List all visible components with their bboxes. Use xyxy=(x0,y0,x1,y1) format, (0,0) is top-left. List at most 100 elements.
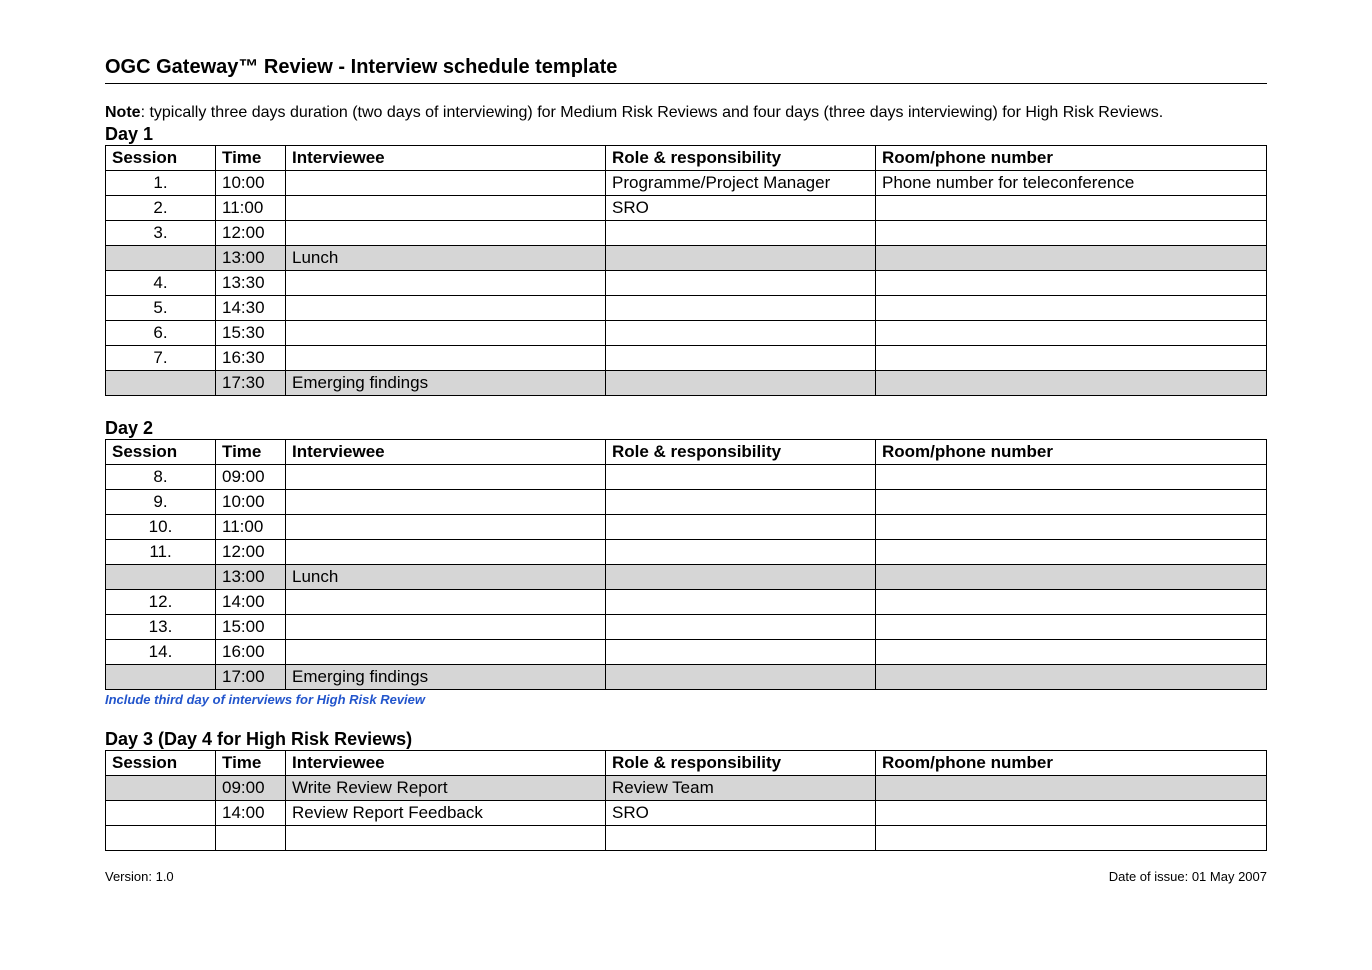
cell-time: 11:00 xyxy=(216,196,286,221)
cell-time: 10:00 xyxy=(216,490,286,515)
cell-room xyxy=(876,490,1267,515)
cell-room xyxy=(876,221,1267,246)
cell-role xyxy=(606,826,876,851)
cell-interviewee xyxy=(286,196,606,221)
table-row: 17:30Emerging findings xyxy=(106,371,1267,396)
cell-session: 1. xyxy=(106,171,216,196)
col-room: Room/phone number xyxy=(876,751,1267,776)
cell-role xyxy=(606,246,876,271)
cell-interviewee: Emerging findings xyxy=(286,665,606,690)
col-room: Room/phone number xyxy=(876,146,1267,171)
cell-interviewee: Lunch xyxy=(286,565,606,590)
col-interviewee: Interviewee xyxy=(286,146,606,171)
cell-time: 13:00 xyxy=(216,565,286,590)
cell-session: 13. xyxy=(106,615,216,640)
table-row: 1.10:00 Programme/Project ManagerPhone nu… xyxy=(106,171,1267,196)
cell-time: 16:00 xyxy=(216,640,286,665)
col-time: Time xyxy=(216,146,286,171)
day1-table-head: Session Time Interviewee Role & responsi… xyxy=(106,146,1267,171)
cell-room xyxy=(876,296,1267,321)
cell-interviewee xyxy=(286,640,606,665)
col-role: Role & responsibility xyxy=(606,440,876,465)
table-row: 6.15:30 xyxy=(106,321,1267,346)
cell-room xyxy=(876,826,1267,851)
cell-time: 13:30 xyxy=(216,271,286,296)
table-row: 17:00Emerging findings xyxy=(106,665,1267,690)
table-row: 7.16:30 xyxy=(106,346,1267,371)
page-footer: Version: 1.0 Date of issue: 01 May 2007 xyxy=(105,869,1267,884)
table-row: 09:00Write Review ReportReview Team xyxy=(106,776,1267,801)
note-line: Note: typically three days duration (two… xyxy=(105,104,1267,122)
table-row: 9.10:00 xyxy=(106,490,1267,515)
cell-time: 13:00 xyxy=(216,246,286,271)
day1-heading: Day 1 xyxy=(105,124,1267,145)
cell-session: 11. xyxy=(106,540,216,565)
cell-session: 2. xyxy=(106,196,216,221)
cell-session: 4. xyxy=(106,271,216,296)
cell-session: 9. xyxy=(106,490,216,515)
cell-role xyxy=(606,590,876,615)
day1-table-body: 1.10:00 Programme/Project ManagerPhone nu… xyxy=(106,171,1267,396)
cell-session: 14. xyxy=(106,640,216,665)
cell-session: 8. xyxy=(106,465,216,490)
cell-room xyxy=(876,665,1267,690)
day3-table: Session Time Interviewee Role & responsi… xyxy=(105,750,1267,851)
day3-heading: Day 3 (Day 4 for High Risk Reviews) xyxy=(105,729,1267,750)
cell-role: Programme/Project Manager xyxy=(606,171,876,196)
note-text: : typically three days duration (two day… xyxy=(141,104,1164,121)
cell-interviewee xyxy=(286,346,606,371)
cell-session: 6. xyxy=(106,321,216,346)
day3-table-head: Session Time Interviewee Role & responsi… xyxy=(106,751,1267,776)
cell-session xyxy=(106,246,216,271)
cell-time: 10:00 xyxy=(216,171,286,196)
table-row: 14.16:00 xyxy=(106,640,1267,665)
table-row: 10.11:00 xyxy=(106,515,1267,540)
cell-time: 17:00 xyxy=(216,665,286,690)
cell-room xyxy=(876,801,1267,826)
day1-table: Session Time Interviewee Role & responsi… xyxy=(105,145,1267,396)
cell-time: 14:00 xyxy=(216,590,286,615)
table-row xyxy=(106,826,1267,851)
cell-room xyxy=(876,590,1267,615)
cell-interviewee xyxy=(286,321,606,346)
cell-role xyxy=(606,465,876,490)
cell-room xyxy=(876,615,1267,640)
cell-room xyxy=(876,565,1267,590)
footer-issue: Date of issue: 01 May 2007 xyxy=(1109,869,1267,884)
cell-room: Phone number for teleconference xyxy=(876,171,1267,196)
day2-table-body: 8.09:009.10:0010.11:0011.12:0013:00Lunch… xyxy=(106,465,1267,690)
col-time: Time xyxy=(216,440,286,465)
cell-interviewee xyxy=(286,296,606,321)
table-row: 13.15:00 xyxy=(106,615,1267,640)
cell-role xyxy=(606,540,876,565)
col-role: Role & responsibility xyxy=(606,146,876,171)
cell-time: 14:00 xyxy=(216,801,286,826)
cell-role xyxy=(606,515,876,540)
col-room: Room/phone number xyxy=(876,440,1267,465)
col-interviewee: Interviewee xyxy=(286,751,606,776)
cell-time: 15:30 xyxy=(216,321,286,346)
cell-interviewee: Emerging findings xyxy=(286,371,606,396)
cell-time: 12:00 xyxy=(216,221,286,246)
cell-session xyxy=(106,565,216,590)
note-label: Note xyxy=(105,104,141,121)
table-row: 14:00Review Report FeedbackSRO xyxy=(106,801,1267,826)
cell-session xyxy=(106,826,216,851)
cell-interviewee xyxy=(286,171,606,196)
cell-interviewee: Lunch xyxy=(286,246,606,271)
cell-time: 16:30 xyxy=(216,346,286,371)
cell-room xyxy=(876,776,1267,801)
cell-time: 15:00 xyxy=(216,615,286,640)
cell-interviewee xyxy=(286,271,606,296)
table-row: 12.14:00 xyxy=(106,590,1267,615)
cell-time: 11:00 xyxy=(216,515,286,540)
document-title: OGC Gateway™ Review - Interview schedule… xyxy=(105,56,1267,79)
cell-session: 5. xyxy=(106,296,216,321)
cell-role xyxy=(606,296,876,321)
cell-time: 14:30 xyxy=(216,296,286,321)
cell-session: 10. xyxy=(106,515,216,540)
cell-room xyxy=(876,371,1267,396)
day2-footnote: Include third day of interviews for High… xyxy=(105,692,1267,707)
table-row: 2.11:00SRO xyxy=(106,196,1267,221)
cell-room xyxy=(876,196,1267,221)
